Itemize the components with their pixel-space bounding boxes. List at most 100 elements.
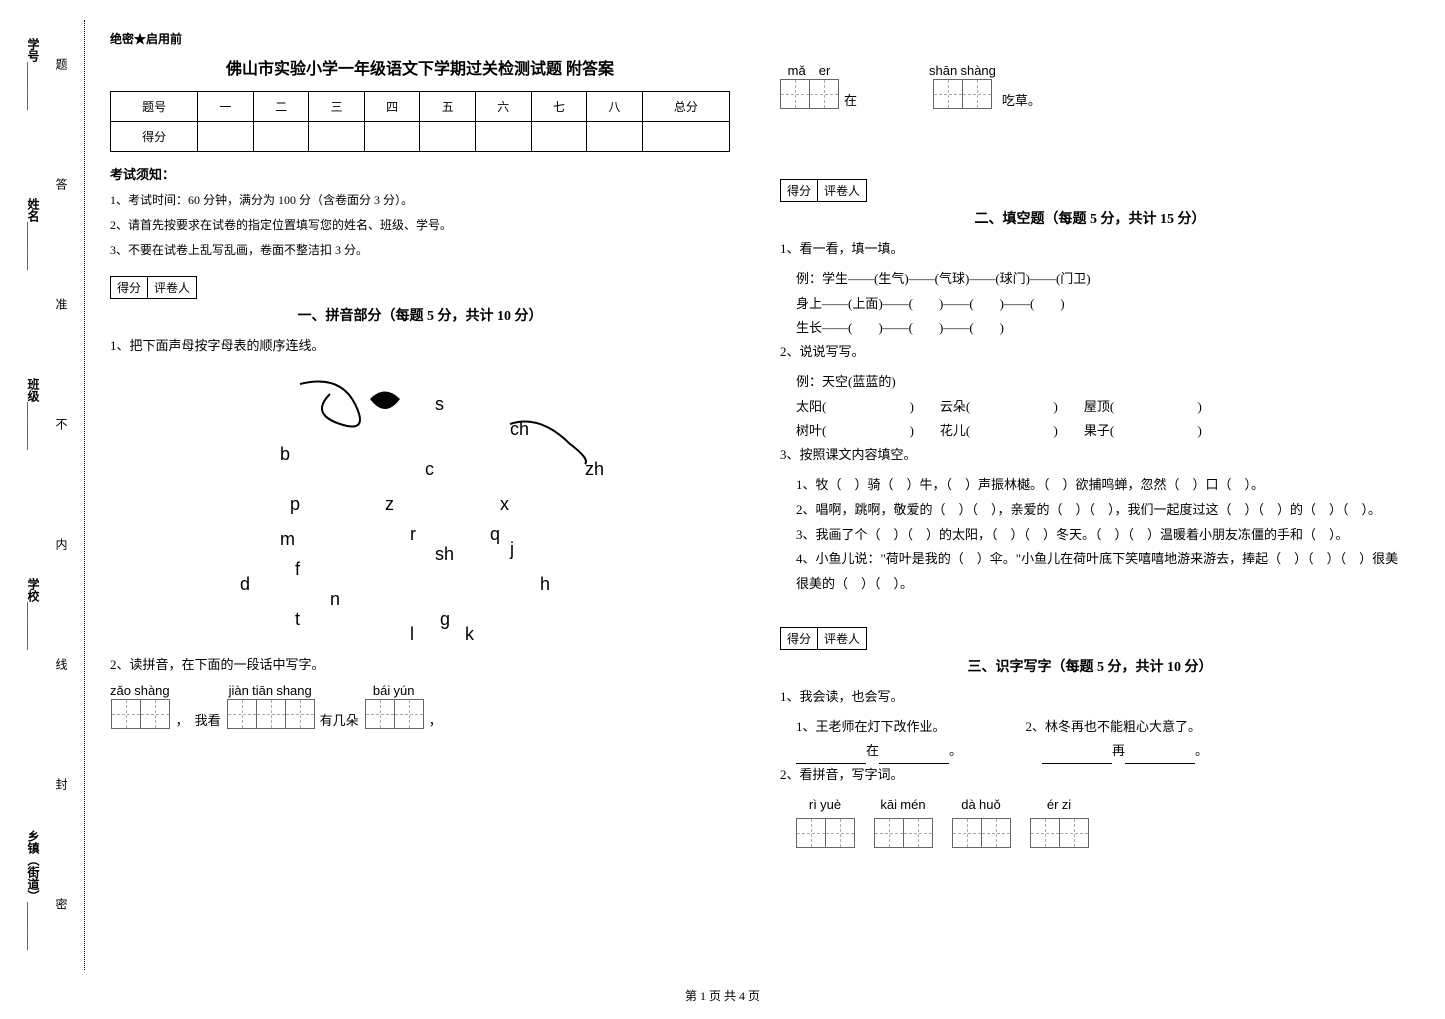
s2-q2-r1: 太阳( ) 云朵( ) 屋顶( ) <box>796 395 1400 420</box>
s2-q3-title: 3、按照课文内容填空。 <box>780 444 1400 463</box>
s1-q1: 1、把下面声母按字母表的顺序连线。 <box>110 335 730 354</box>
score-cell-b3: 评卷人 <box>818 628 866 649</box>
phonetic-diagram: b p m d f t n z r l g sh s ch c x q j zh… <box>210 364 630 644</box>
seal-char-6: 答 <box>53 178 70 190</box>
binding-sidebar: 乡镇（街道）________ 学校________ 班级________ 姓名_… <box>45 20 85 970</box>
s2-q3-2: 2、唱啊，跳啊，敬爱的（ ）（ ），亲爱的（ ）（ ），我们一起度过这（ ）（ … <box>796 498 1400 523</box>
write-box <box>981 818 1011 848</box>
score-cell-a3: 得分 <box>781 628 818 649</box>
write-box <box>874 818 904 848</box>
left-column: 绝密★启用前 佛山市实验小学一年级语文下学期过关检测试题 附答案 题号 一 二 … <box>110 30 730 878</box>
th-3: 三 <box>309 92 365 122</box>
score-cell-b: 评卷人 <box>148 277 196 298</box>
instructions-title: 考试须知： <box>110 164 730 183</box>
page-footer: 第 1 页 共 4 页 <box>0 987 1445 1004</box>
page-content: 绝密★启用前 佛山市实验小学一年级语文下学期过关检测试题 附答案 题号 一 二 … <box>110 30 1410 878</box>
write-box <box>780 79 810 109</box>
score-cell-a2: 得分 <box>781 180 818 201</box>
write-box <box>933 79 963 109</box>
s2-q2-body: 例：天空(蓝蓝的) 太阳( ) 云朵( ) 屋顶( ) 树叶( ) 花儿( ) … <box>796 370 1400 444</box>
py-tian: tiān <box>252 683 273 698</box>
pb-bai-yun: bái yún <box>365 683 423 729</box>
write-box <box>227 699 257 729</box>
th-7: 七 <box>531 92 587 122</box>
s2-q3-1: 1、牧（ ）骑（ ）牛，（ ）声振林樾。（ ）欲捕鸣蝉，忽然（ ）口（ ）。 <box>796 473 1400 498</box>
write-box <box>903 818 933 848</box>
th-4: 四 <box>364 92 420 122</box>
seal-char-5: 准 <box>53 298 70 310</box>
pb3-1: kāi mén <box>874 793 932 848</box>
s2-q2-title: 2、说说写写。 <box>780 341 1400 360</box>
pinyin-row-1: zǎo shàng ， 我看 jiàn tiān shang 有几朵 bái y… <box>110 683 730 729</box>
seal-char-4: 不 <box>53 418 70 430</box>
pb3-3: ér zi <box>1030 793 1088 848</box>
s3-q1-l1: 1、王老师在灯下改作业。 <box>796 715 946 740</box>
py-zao: zǎo <box>110 683 131 698</box>
s2-q2-r2: 树叶( ) 花儿( ) 果子( ) <box>796 419 1400 444</box>
write-box <box>796 818 826 848</box>
py-er: er <box>819 63 831 78</box>
text-zai: 在 <box>844 90 857 109</box>
write-box <box>256 699 286 729</box>
py-shang2: shang <box>276 683 311 698</box>
py-jian: jiàn <box>229 683 249 698</box>
sidebar-label-id: 学号________ <box>25 38 42 110</box>
sidebar-label-school: 学校________ <box>25 578 42 650</box>
sidebar-label-township: 乡镇（街道）________ <box>25 830 42 950</box>
s3-q1-body: 1、王老师在灯下改作业。 2、林冬再也不能粗心大意了。 在。 再。 <box>796 715 1400 764</box>
write-box <box>285 699 315 729</box>
score-table-row: 得分 <box>111 122 730 152</box>
th-6: 六 <box>476 92 532 122</box>
write-box <box>825 818 855 848</box>
write-box <box>365 699 395 729</box>
score-cell-1: 得分 评卷人 <box>110 276 197 299</box>
s2-q1-body: 例：学生——(生气)——(气球)——(球门)——(门卫) 身上——(上面)——(… <box>796 267 1400 341</box>
section2-title: 二、填空题（每题 5 分，共计 15 分） <box>780 208 1400 228</box>
py-yun: yún <box>394 683 415 698</box>
text-youjiduo: 有几朵 <box>320 710 359 729</box>
py-bai: bái <box>373 683 390 698</box>
score-cell-a: 得分 <box>111 277 148 298</box>
s3-q1-title: 1、我会读，也会写。 <box>780 686 1400 705</box>
write-box <box>111 699 141 729</box>
py-shan: shān <box>929 63 957 78</box>
td-label: 得分 <box>111 122 198 152</box>
score-cell-b2: 评卷人 <box>818 180 866 201</box>
pb3-2: dà huǒ <box>952 793 1010 848</box>
py-shang: shàng <box>134 683 169 698</box>
write-box <box>809 79 839 109</box>
s3-q2-title: 2、看拼音，写字词。 <box>780 764 1400 783</box>
s3-q1-b2: 再。 <box>1042 739 1208 764</box>
s3-q2-row: rì yuè kāi mén dà huǒ ér zi <box>796 793 1400 848</box>
seal-char-3: 内 <box>53 538 70 550</box>
section3-title: 三、识字写字（每题 5 分，共计 10 分） <box>780 656 1400 676</box>
s2-q1-ex: 例：学生——(生气)——(气球)——(球门)——(门卫) <box>796 267 1400 292</box>
write-box <box>140 699 170 729</box>
s2-q1-l2: 生长——( )——( )——( ) <box>796 316 1400 341</box>
instruction-3: 3、不要在试卷上乱写乱画，卷面不整洁扣 3 分。 <box>110 241 730 258</box>
s3-q1-b1: 在。 <box>796 739 962 764</box>
seal-char-2: 线 <box>53 658 70 670</box>
th-2: 二 <box>253 92 309 122</box>
right-column: mǎ er 在 shān shàng 吃草。 得分 评卷人 二、填空题（每题 5… <box>780 30 1400 878</box>
py-ma: mǎ <box>788 63 806 78</box>
sidebar-label-class: 班级________ <box>25 378 42 450</box>
py-shang3: shàng <box>960 63 995 78</box>
seal-char-7: 题 <box>53 58 70 70</box>
th-0: 题号 <box>111 92 198 122</box>
write-box <box>394 699 424 729</box>
pb-shan-shang: shān shàng <box>929 63 996 109</box>
write-box <box>1059 818 1089 848</box>
s2-q1-l1: 身上——(上面)——( )——( )——( ) <box>796 292 1400 317</box>
classified-label: 绝密★启用前 <box>110 30 730 47</box>
seal-char-1: 封 <box>53 778 70 790</box>
s2-q3-3: 3、我画了个（ ）（ ）的太阳，（ ）（ ）冬天。（ ）（ ）温暖着小朋友冻僵的… <box>796 523 1400 548</box>
score-table: 题号 一 二 三 四 五 六 七 八 总分 得分 <box>110 91 730 152</box>
instruction-1: 1、考试时间：60 分钟，满分为 100 分（含卷面分 3 分）。 <box>110 191 730 208</box>
diagram-squiggle <box>210 364 630 644</box>
pb-zao-shang: zǎo shàng <box>110 683 170 729</box>
score-table-header: 题号 一 二 三 四 五 六 七 八 总分 <box>111 92 730 122</box>
s3-q1-l2: 2、林冬再也不能粗心大意了。 <box>1026 715 1202 740</box>
th-1: 一 <box>198 92 254 122</box>
s3-q2-body: rì yuè kāi mén dà huǒ ér zi <box>796 793 1400 848</box>
